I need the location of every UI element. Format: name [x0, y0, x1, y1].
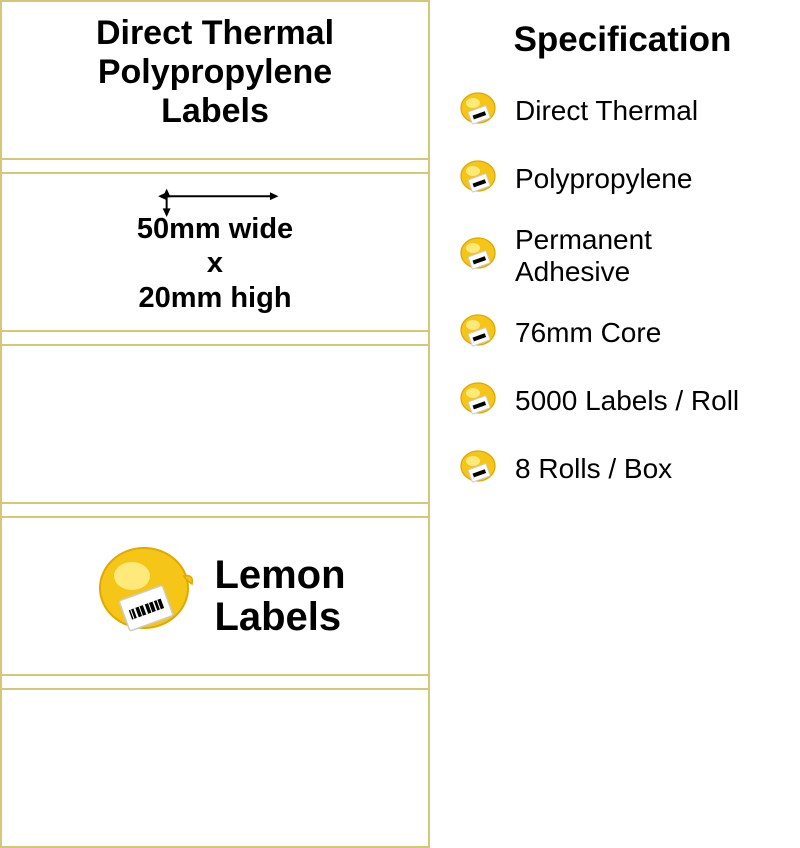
dimension-box: 50mm wide x 20mm high — [2, 174, 428, 330]
product-title: Direct Thermal Polypropylene Labels — [2, 2, 428, 143]
dimension-text: 50mm wide x 20mm high — [137, 212, 293, 316]
lemon-bullet-icon — [455, 88, 501, 134]
spec-item: 76mm Core — [455, 310, 790, 356]
lemon-bullet-icon — [455, 310, 501, 356]
spec-list: Direct Thermal Polypropylene — [455, 88, 790, 492]
title-line-1: Direct Thermal — [96, 14, 334, 52]
title-line-3: Labels — [161, 92, 269, 130]
lemon-bullet-icon — [455, 156, 501, 202]
label-strip: Direct Thermal Polypropylene Labels — [0, 0, 430, 800]
product-info-card: Direct Thermal Polypropylene Labels — [0, 0, 800, 800]
brand-line-1: Lemon — [214, 553, 345, 597]
brand-name: Lemon Labels — [214, 554, 345, 638]
dim-height: 20mm high — [138, 282, 291, 314]
spec-heading: Specification — [455, 20, 790, 60]
brand-box: Lemon Labels — [2, 518, 428, 674]
label-row-blank — [0, 344, 430, 504]
dim-width: 50mm wide — [137, 213, 293, 245]
title-line-2: Polypropylene — [98, 53, 332, 91]
lemon-labels-logo-icon — [84, 536, 204, 656]
spec-text: 76mm Core — [515, 317, 661, 349]
lemon-bullet-icon — [455, 378, 501, 424]
spec-text: Permanent Adhesive — [515, 224, 652, 288]
label-row-title: Direct Thermal Polypropylene Labels — [0, 0, 430, 160]
spec-item: Polypropylene — [455, 156, 790, 202]
specification-panel: Specification Direct Thermal — [430, 0, 800, 800]
label-row-blank-2 — [0, 688, 430, 848]
spec-text: Polypropylene — [515, 163, 692, 195]
lemon-bullet-icon — [455, 446, 501, 492]
brand-line-2: Labels — [214, 595, 341, 639]
spec-item: 8 Rolls / Box — [455, 446, 790, 492]
spec-item: 5000 Labels / Roll — [455, 378, 790, 424]
label-row-dimensions: 50mm wide x 20mm high — [0, 172, 430, 332]
label-mockup-panel: Direct Thermal Polypropylene Labels — [0, 0, 430, 800]
spec-multiline: Permanent Adhesive — [515, 224, 652, 287]
spec-text: 5000 Labels / Roll — [515, 385, 739, 417]
spec-item: Permanent Adhesive — [455, 224, 790, 288]
dim-separator: x — [207, 247, 223, 279]
spec-item: Direct Thermal — [455, 88, 790, 134]
spec-text: Direct Thermal — [515, 95, 698, 127]
lemon-bullet-icon — [455, 233, 501, 279]
spec-text: 8 Rolls / Box — [515, 453, 672, 485]
label-row-brand: Lemon Labels — [0, 516, 430, 676]
